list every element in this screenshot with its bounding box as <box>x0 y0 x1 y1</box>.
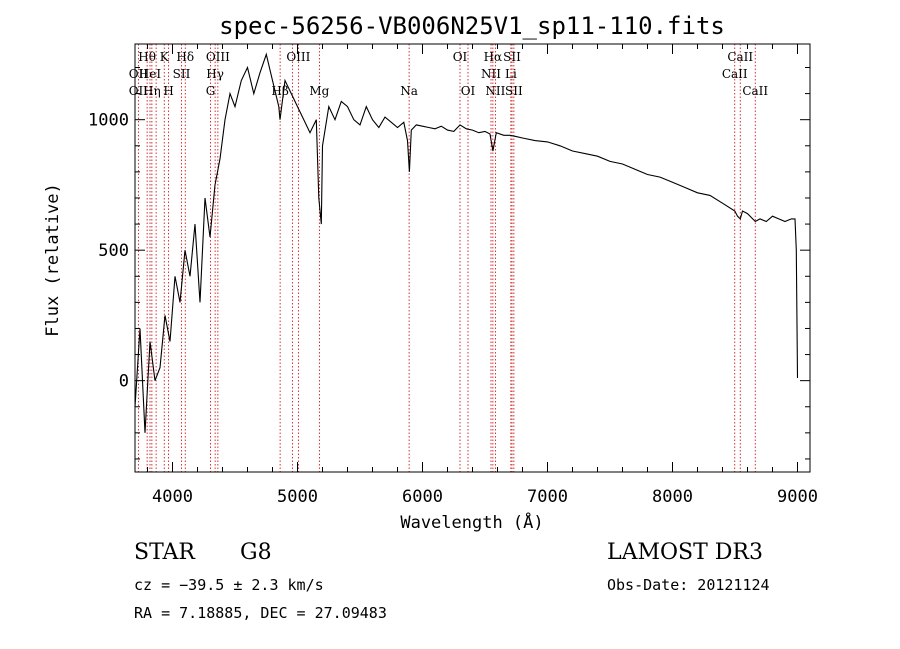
line-label: SII <box>505 84 523 98</box>
chart-title: spec-56256-VB006N25V1_sp11-110.fits <box>219 12 725 40</box>
x-tick-label: 4000 <box>152 487 193 507</box>
x-tick-label: 8000 <box>652 487 693 507</box>
line-label: H <box>163 84 173 98</box>
x-tick-label: 5000 <box>277 487 318 507</box>
coordinates-text: RA = 7.18885, DEC = 27.09483 <box>134 604 387 622</box>
line-label: OII <box>129 84 149 98</box>
line-label: G <box>206 84 216 98</box>
line-label: CaII <box>742 84 768 98</box>
plot-frame <box>134 43 811 473</box>
line-label: SII <box>173 67 191 81</box>
line-label: NII <box>485 84 505 98</box>
x-tick-label: 7000 <box>527 487 568 507</box>
line-label: Na <box>400 84 418 98</box>
line-label: OII <box>129 67 149 81</box>
line-label: OI <box>453 50 468 64</box>
line-label: CaII <box>727 50 753 64</box>
y-tick-label: 500 <box>98 241 129 261</box>
y-tick-label: 0 <box>119 372 129 392</box>
line-label: Hθ <box>138 50 156 64</box>
survey-name: LAMOST DR3 <box>607 540 763 565</box>
object-class: STAR <box>134 540 195 565</box>
spectrum-series-line <box>134 52 799 433</box>
line-label: Hγ <box>206 67 224 81</box>
object-subclass: G8 <box>240 540 272 565</box>
x-tick-label: 9000 <box>777 487 818 507</box>
x-axis-label: Wavelength (Å) <box>400 511 543 533</box>
line-label: CaII <box>722 67 748 81</box>
line-label: Hδ <box>176 50 194 64</box>
line-label: Mg <box>309 84 329 98</box>
line-label: OIII <box>286 50 310 64</box>
y-tick-label: 1000 <box>88 111 129 131</box>
obs-date: Obs-Date: 20121124 <box>607 576 770 594</box>
line-label: OIII <box>206 50 230 64</box>
line-label: Hα <box>484 50 503 64</box>
x-tick-label: 6000 <box>402 487 443 507</box>
line-label: Li <box>505 67 517 81</box>
line-label: HeI <box>139 67 162 81</box>
redshift-text: cz = −39.5 ± 2.3 km/s <box>134 576 324 594</box>
line-label: K <box>160 50 170 64</box>
line-label: SII <box>503 50 521 64</box>
line-label: Hη <box>143 84 161 98</box>
line-label: OI <box>461 84 476 98</box>
y-axis-label: Flux (relative) <box>43 183 63 337</box>
line-label: NII <box>481 67 501 81</box>
